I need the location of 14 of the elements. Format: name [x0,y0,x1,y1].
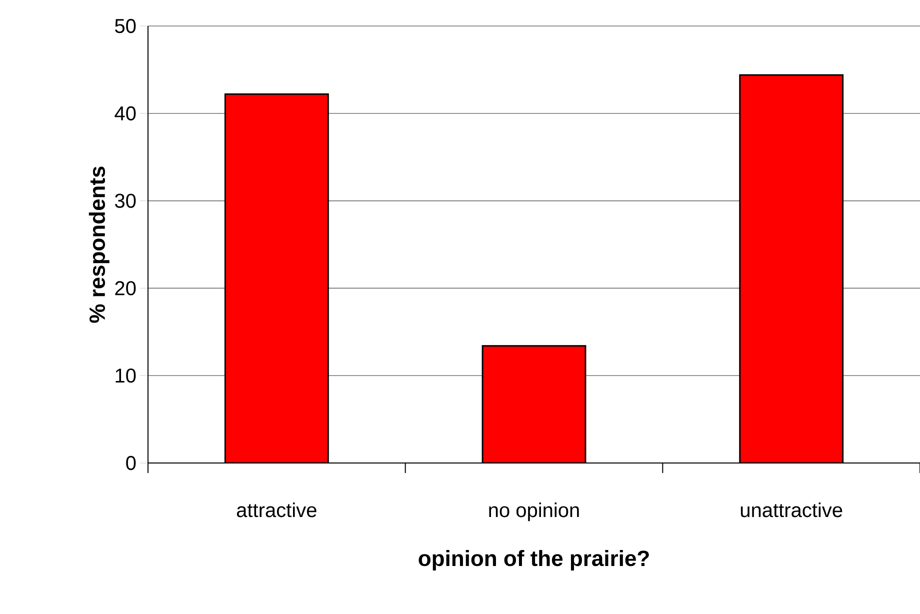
x-tick-label: unattractive [740,502,842,518]
bar [739,74,844,463]
x-tick-label: no opinion [489,502,579,522]
y-tick-label: 20 [115,281,136,296]
x-tick-label: attractive [236,502,316,518]
y-tick-label: 30 [115,194,136,208]
bar [482,345,586,463]
y-tick-label: 0 [126,456,136,470]
y-tick-label: 50 [115,18,136,34]
y-tick-label: 40 [114,106,136,120]
y-axis-title: % respondents [88,166,110,323]
y-tick-label: 10 [116,368,136,383]
bar [224,93,329,463]
x-axis-title: opinion of the prairie? [418,550,649,571]
